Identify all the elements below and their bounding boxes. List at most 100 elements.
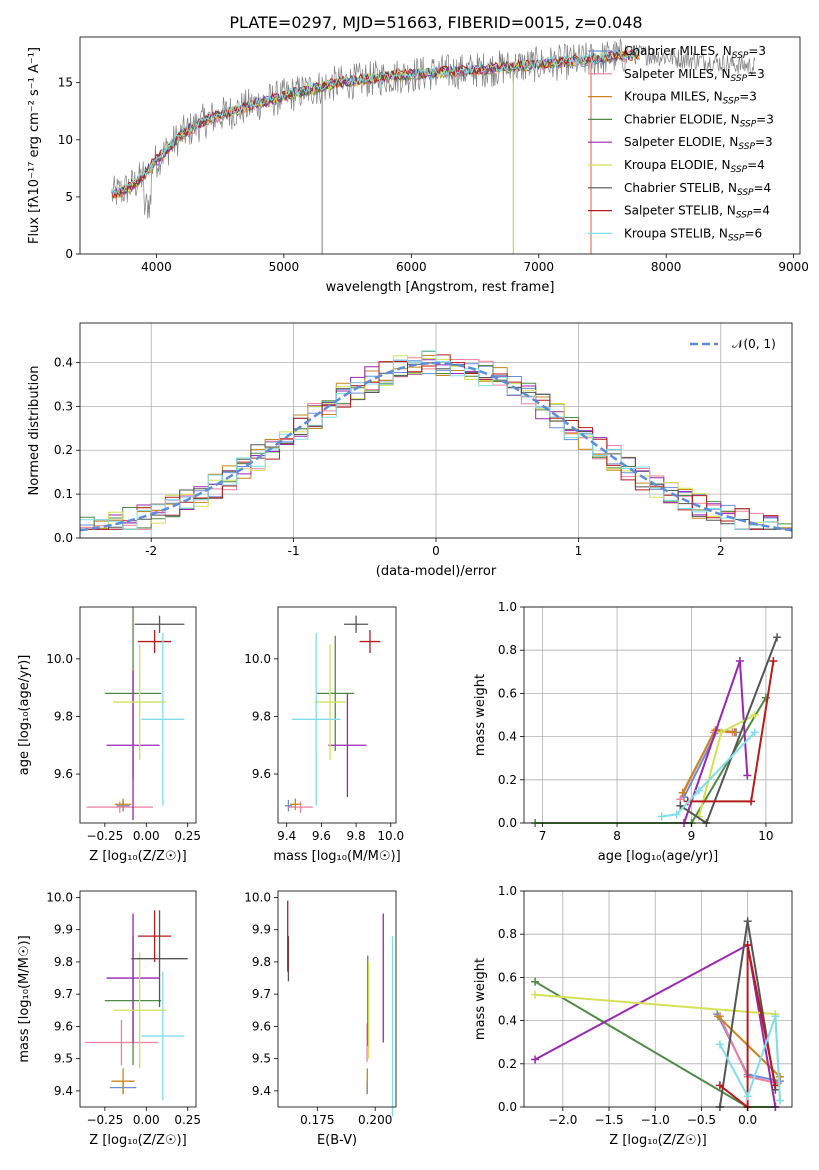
x-tick-label: 0.00 — [133, 1113, 160, 1127]
figure-title: PLATE=0297, MJD=51663, FIBERID=0015, z=0… — [229, 13, 642, 32]
x-tick-label: 0 — [432, 544, 440, 558]
mass-weight-vs-age-plot — [531, 633, 782, 827]
mass-weight-series-line — [717, 1015, 781, 1078]
y-tick-label: 9.8 — [54, 709, 73, 723]
spectrum-legend: Chabrier MILES, NSSP=3 Salpeter MILES, NS… — [588, 44, 774, 243]
mass-weight-marker — [531, 1055, 540, 1064]
y-tick-label: 0.4 — [498, 1014, 517, 1028]
age-vs-Z-frame: −0.25 0.00 0.25 9.6 9.8 10.0 Z [log₁₀(Z/Z☉)] ag… — [17, 606, 201, 864]
x-tick-label: 9.4 — [277, 829, 296, 843]
errorbar-point — [111, 1068, 135, 1095]
y-axis-label: mass weight — [473, 958, 488, 1040]
errorbar-point — [106, 913, 160, 1043]
legend-label: Salpeter STELIB, NSSP=4 — [624, 204, 770, 221]
x-tick-label: −0.25 — [86, 1113, 123, 1127]
x-tick-label: 8 — [613, 829, 621, 843]
y-tick-label: 10 — [58, 133, 73, 147]
x-tick-label: 10 — [758, 829, 773, 843]
y-tick-label: 10.0 — [244, 890, 271, 904]
mass-weight-marker — [678, 788, 687, 797]
residual-histogram-plot — [79, 350, 793, 532]
y-tick-label: 0.0 — [498, 1100, 517, 1114]
errorbar-point — [113, 952, 167, 1069]
x-axis-label: age [log₁₀(age/yr)] — [598, 849, 719, 864]
mass-weight-marker — [672, 810, 681, 819]
age-vs-mass-border — [277, 606, 397, 824]
gaussian-curve — [79, 361, 793, 532]
age-vs-mass-frame: 9.4 9.6 9.8 10.0 9.6 9.8 10.0 mass [log₁₀(M/M☉)… — [244, 606, 404, 864]
y-tick-label: 1.0 — [498, 600, 517, 614]
mass-weight-marker — [657, 812, 666, 821]
age-vs-mass-plot — [284, 615, 381, 813]
errorbar-point — [131, 910, 188, 1008]
mass-weight-series-line — [535, 993, 781, 1101]
age-vs-Z-panel: −0.25 0.00 0.25 9.6 9.8 10.0 Z [log₁₀(Z/Z☉)] ag… — [17, 606, 201, 864]
mass-weight-series-line — [719, 1015, 781, 1101]
y-tick-label: 0.3 — [54, 399, 73, 413]
y-tick-label: 9.4 — [252, 1084, 271, 1098]
mass-weight-marker — [747, 797, 756, 806]
legend-label: Salpeter ELODIE, NSSP=3 — [624, 135, 773, 152]
mass-vs-EBV-plot — [287, 900, 394, 1117]
residual-histogram-border — [79, 322, 793, 539]
mass-weight-marker — [743, 941, 752, 949]
legend-label: Chabrier MILES, NSSP=3 — [624, 44, 766, 61]
y-tick-label: 9.9 — [54, 923, 73, 937]
mass-vs-EBV-border — [277, 890, 397, 1108]
x-tick-label: 7 — [539, 829, 547, 843]
errorbar-point — [86, 801, 153, 813]
y-tick-label: 9.9 — [252, 923, 271, 937]
x-tick-label: 0.25 — [174, 1113, 201, 1127]
x-tick-label: 9.6 — [312, 829, 331, 843]
mass-weight-marker — [750, 728, 759, 737]
y-tick-label: 9.8 — [252, 709, 271, 723]
mass-weight-marker — [715, 1040, 724, 1049]
errorbar-point — [141, 971, 185, 1101]
x-tick-label: 4000 — [141, 260, 172, 274]
x-axis-label: mass [log₁₀(M/M☉)] — [273, 849, 400, 864]
y-tick-label: 9.6 — [252, 767, 271, 781]
legend-label: Kroupa MILES, NSSP=3 — [624, 90, 757, 107]
x-tick-label: 9.8 — [347, 829, 366, 843]
mass-weight-vs-Z-frame: −2.0 −1.5 −1.0 −0.5 0.0 0.0 0.2 0.4 0.6 0.8 1.0 Z [… — [473, 884, 793, 1148]
x-tick-label: 0.25 — [174, 829, 201, 843]
y-tick-label: 1.0 — [498, 884, 517, 898]
errorbar-point — [290, 798, 301, 811]
mass-weight-marker — [743, 771, 752, 780]
errorbar-point — [328, 693, 367, 798]
y-tick-label: 9.5 — [252, 1052, 271, 1066]
x-tick-label: 0.0 — [738, 1113, 757, 1127]
y-tick-label: 5 — [65, 190, 73, 204]
x-axis-label: Z [log₁₀(Z/Z☉)] — [89, 849, 186, 864]
x-tick-label: −0.5 — [687, 1113, 716, 1127]
spectrum-frame: 4000 5000 6000 7000 8000 9000 0 5 10 15 wavelength… — [27, 36, 809, 295]
y-tick-label: 0.0 — [498, 816, 517, 830]
mass-vs-Z-plot — [84, 910, 188, 1101]
y-tick-label: 9.5 — [54, 1052, 73, 1066]
x-tick-label: 0.00 — [133, 829, 160, 843]
y-tick-label: 0.8 — [498, 927, 517, 941]
y-axis-label: age [log₁₀(age/yr)] — [17, 655, 32, 776]
y-tick-label: 9.7 — [252, 987, 271, 1001]
legend-label: Chabrier STELIB, NSSP=4 — [624, 181, 771, 198]
spectrum-panel: 4000 5000 6000 7000 8000 9000 0 5 10 15 wavelength… — [27, 36, 809, 295]
mass-weight-marker — [714, 1012, 723, 1021]
errorbar-point — [138, 910, 172, 962]
y-tick-label: 10.0 — [46, 652, 73, 666]
age-vs-Z-plot — [86, 607, 185, 821]
y-tick-label: 0.6 — [498, 686, 517, 700]
x-tick-label: 10.0 — [377, 829, 404, 843]
errorbar-point — [106, 670, 160, 821]
mass-weight-marker — [773, 633, 782, 642]
x-tick-label: −1.0 — [641, 1113, 670, 1127]
y-tick-label: 0.2 — [54, 443, 73, 457]
mass-weight-marker — [761, 693, 770, 702]
mass-weight-marker — [750, 711, 759, 719]
legend-label: Salpeter MILES, NSSP=3 — [624, 67, 765, 84]
mass-weight-vs-age-panel: 7 8 9 10 0.0 0.2 0.4 0.6 0.8 1.0 age [log₁₀(age/yr… — [473, 600, 793, 864]
errorbar-point — [134, 615, 185, 633]
mass-weight-vs-Z-plot — [531, 917, 784, 1111]
mass-weight-marker — [531, 990, 540, 999]
y-tick-label: 0.8 — [498, 643, 517, 657]
mass-weight-vs-age-frame: 7 8 9 10 0.0 0.2 0.4 0.6 0.8 1.0 age [log₁₀(age/yr… — [473, 600, 793, 864]
